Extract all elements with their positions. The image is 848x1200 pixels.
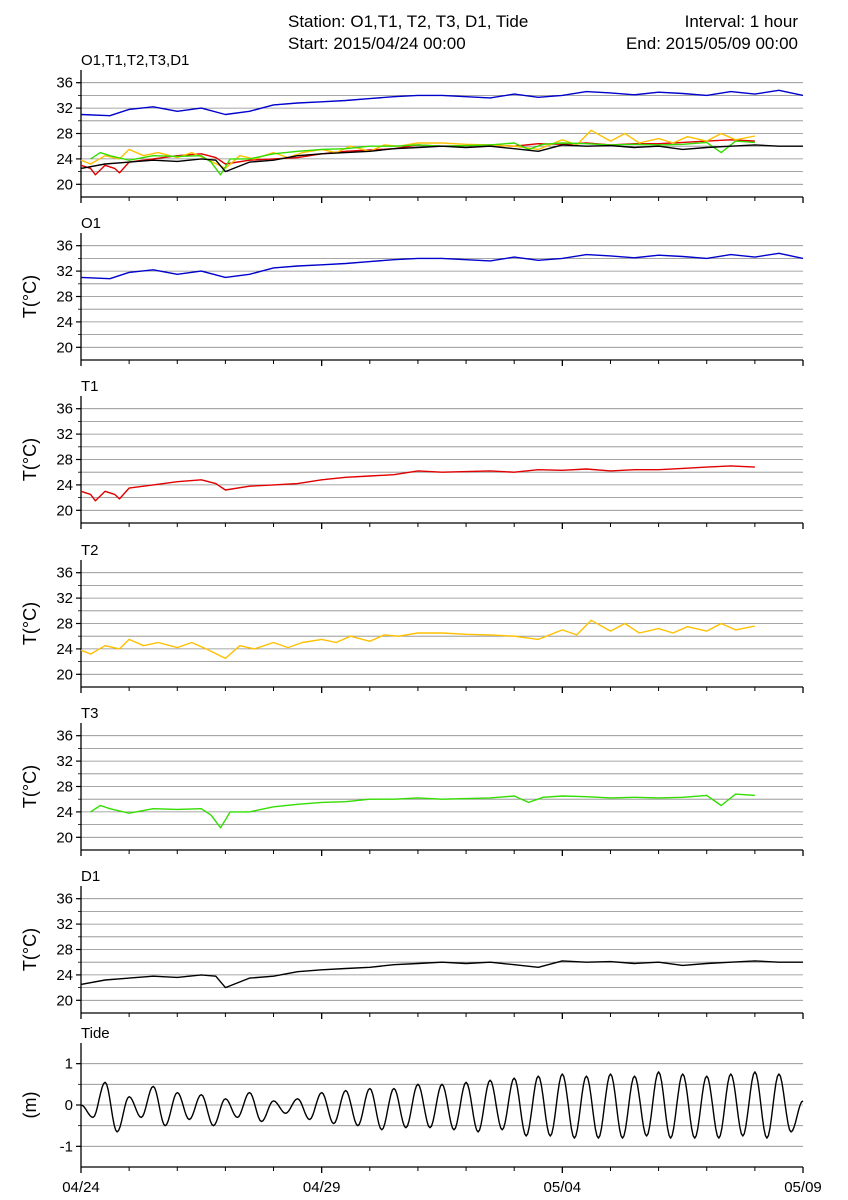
y-tick-label: 24 xyxy=(56,477,73,494)
interval-label: Interval: 1 hour xyxy=(684,12,798,31)
panel-title: O1,T1,T2,T3,D1 xyxy=(81,52,189,69)
y-axis-label: (m) xyxy=(20,1092,40,1119)
y-axis-label: T(°C) xyxy=(20,602,40,645)
y-tick-label: -1 xyxy=(60,1138,73,1155)
y-tick-label: 32 xyxy=(56,100,73,117)
y-tick-label: 28 xyxy=(56,942,73,959)
y-axis-label: T(°C) xyxy=(20,275,40,318)
y-tick-label: 32 xyxy=(56,753,73,770)
series-line-t1 xyxy=(80,465,755,502)
x-tick-label: 04/24 xyxy=(62,1179,100,1196)
panel-title: D1 xyxy=(81,868,100,885)
y-tick-label: 20 xyxy=(56,992,73,1009)
series-line-t3 xyxy=(90,140,755,176)
y-axis-label: T(°C) xyxy=(20,438,40,481)
y-tick-label: 28 xyxy=(56,779,73,796)
series-line-t2 xyxy=(80,129,756,170)
series-line-t2 xyxy=(80,619,756,660)
panel-title: Tide xyxy=(81,1025,110,1042)
y-tick-label: 1 xyxy=(65,1056,73,1073)
y-tick-label: 32 xyxy=(56,590,73,607)
series-line-o1 xyxy=(80,89,804,117)
panel-title: T1 xyxy=(81,378,99,395)
panel-title: O1 xyxy=(81,215,101,232)
y-tick-label: 28 xyxy=(56,289,73,306)
x-tick-label: 05/09 xyxy=(784,1179,822,1196)
y-tick-label: 20 xyxy=(56,502,73,519)
x-tick-label: 04/29 xyxy=(303,1179,341,1196)
y-tick-label: 20 xyxy=(56,666,73,683)
y-tick-label: 32 xyxy=(56,426,73,443)
y-tick-label: 0 xyxy=(65,1097,73,1114)
y-axis-label: T(°C) xyxy=(20,928,40,971)
y-tick-label: 24 xyxy=(56,151,73,168)
y-tick-label: 28 xyxy=(56,126,73,143)
x-tick-label: 05/04 xyxy=(544,1179,582,1196)
y-tick-label: 20 xyxy=(56,829,73,846)
start-label: Start: 2015/04/24 00:00 xyxy=(288,34,466,53)
y-tick-label: 36 xyxy=(56,401,73,418)
y-tick-label: 28 xyxy=(56,452,73,469)
y-tick-label: 24 xyxy=(56,314,73,331)
y-tick-label: 36 xyxy=(56,891,73,908)
series-line-o1 xyxy=(80,252,804,280)
y-tick-label: 32 xyxy=(56,916,73,933)
y-tick-label: 20 xyxy=(56,176,73,193)
y-tick-label: 36 xyxy=(56,565,73,582)
y-tick-label: 36 xyxy=(56,238,73,255)
series-line-t3 xyxy=(90,793,755,829)
y-tick-label: 28 xyxy=(56,616,73,633)
y-tick-label: 24 xyxy=(56,804,73,821)
panel-title: T2 xyxy=(81,542,99,559)
y-axis-label: T(°C) xyxy=(20,765,40,808)
panel-title: T3 xyxy=(81,705,99,722)
y-tick-label: 32 xyxy=(56,263,73,280)
y-tick-label: 24 xyxy=(56,641,73,658)
end-label: End: 2015/05/09 00:00 xyxy=(625,34,798,53)
series-line-d1 xyxy=(80,144,803,173)
series-line-tide xyxy=(80,1071,804,1139)
series-line-d1 xyxy=(80,960,803,989)
y-tick-label: 36 xyxy=(56,75,73,92)
y-tick-label: 36 xyxy=(56,728,73,745)
y-tick-label: 24 xyxy=(56,967,73,984)
y-tick-label: 20 xyxy=(56,339,73,356)
station-label: Station: O1,T1, T2, T3, D1, Tide xyxy=(288,12,529,31)
